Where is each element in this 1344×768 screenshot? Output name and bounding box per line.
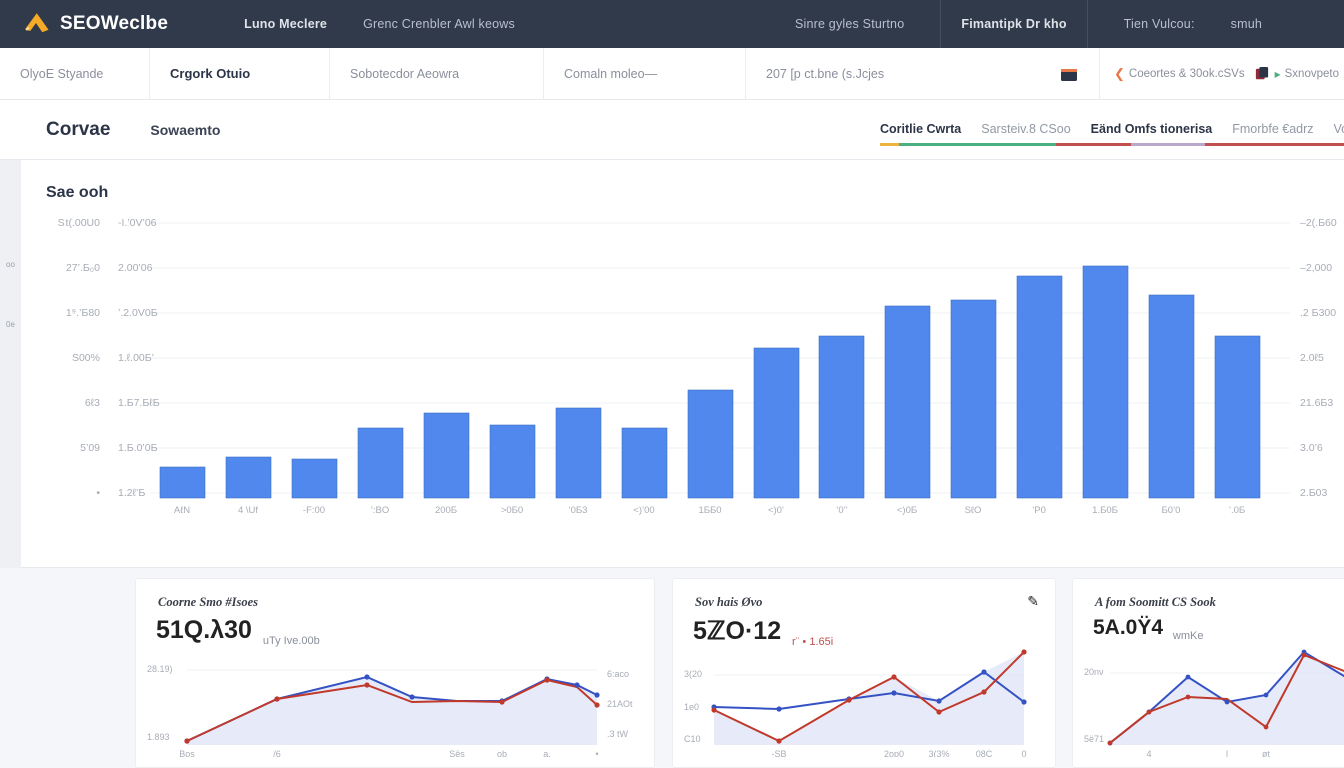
svg-text:Sës: Sës: [449, 749, 465, 757]
svg-text:’P0: ’P0: [1032, 505, 1046, 516]
svg-text:S t(.00U0: S t(.00U0: [58, 217, 100, 229]
svg-text:2.0ℓ5: 2.0ℓ5: [1300, 352, 1324, 364]
svg-text:<)0Ƃ: <)0Ƃ: [897, 505, 917, 516]
svg-text:<)0’: <)0’: [768, 505, 784, 516]
svg-text:1.Ƃ7.ƂℓƂ: 1.Ƃ7.ƂℓƂ: [118, 397, 160, 409]
svg-text:–2,000: –2,000: [1300, 262, 1332, 274]
svg-text:08C: 08C: [976, 749, 993, 757]
svg-text:–2(.Ƃ60: –2(.Ƃ60: [1300, 217, 1337, 229]
svg-text:2.00’06: 2.00’06: [118, 262, 153, 274]
svg-text:’.2.0V0Ƃ: ’.2.0V0Ƃ: [118, 307, 158, 319]
svg-text:C10: C10: [684, 734, 701, 744]
svg-text:/6: /6: [273, 749, 281, 757]
svg-text:-I.’0V’06: -I.’0V’06: [118, 217, 157, 229]
svg-text:27’.Ƃ₀0: 27’.Ƃ₀0: [66, 262, 100, 274]
svg-text:•: •: [96, 487, 100, 499]
svg-text:28.19): 28.19): [147, 664, 173, 674]
svg-text:1.893: 1.893: [147, 732, 170, 742]
svg-text:3(3%: 3(3%: [928, 749, 949, 757]
svg-text:3.0’6: 3.0’6: [1300, 442, 1323, 454]
svg-text:1.Ƃ0Ƃ: 1.Ƃ0Ƃ: [1092, 505, 1118, 516]
svg-text:6ℓ3: 6ℓ3: [85, 397, 100, 409]
svg-text:6:aco: 6:aco: [607, 669, 629, 679]
svg-text:>0Ƃ0: >0Ƃ0: [501, 505, 523, 516]
svg-text:l: l: [1226, 749, 1228, 757]
svg-text:3(20: 3(20: [684, 669, 702, 679]
svg-text:’:BO: ’:BO: [371, 505, 389, 516]
svg-text:-F:00: -F:00: [303, 505, 325, 516]
svg-text:’0’’: ’0’’: [836, 505, 847, 516]
svg-text:1.ℓ.00Ƃ’: 1.ℓ.00Ƃ’: [118, 352, 154, 364]
svg-text:AℓN: AℓN: [174, 505, 190, 516]
svg-text:21AOt: 21AOt: [607, 699, 633, 709]
svg-text:S00%: S00%: [72, 352, 100, 364]
svg-text:•: •: [595, 749, 598, 757]
svg-text:5’09: 5’09: [80, 442, 100, 454]
svg-text:4: 4: [1146, 749, 1151, 757]
svg-text:1.2ℓ’Ƃ: 1.2ℓ’Ƃ: [118, 487, 145, 499]
svg-text:5ë71: 5ë71: [1084, 734, 1104, 744]
svg-text:.3 tW: .3 tW: [607, 729, 629, 739]
svg-text:2op0: 2op0: [884, 749, 904, 757]
svg-text:1.Ƃ.0’0Ƃ: 1.Ƃ.0’0Ƃ: [118, 442, 158, 454]
svg-text:Ƃ0’0: Ƃ0’0: [1162, 505, 1181, 516]
svg-text:21.6Ƃ3: 21.6Ƃ3: [1300, 397, 1333, 409]
svg-text:1e0: 1e0: [684, 702, 699, 712]
svg-text:20nν: 20nν: [1084, 667, 1104, 677]
svg-text:2.Ƃ03: 2.Ƃ03: [1300, 487, 1327, 499]
svg-text:’0Ƃ3: ’0Ƃ3: [569, 505, 588, 516]
svg-text:ob: ob: [497, 749, 507, 757]
svg-text:0: 0: [1021, 749, 1026, 757]
svg-text:200Ƃ: 200Ƃ: [435, 505, 457, 516]
svg-text:4 \Uf: 4 \Uf: [238, 505, 258, 516]
svg-text:a,: a,: [543, 749, 551, 757]
svg-text:SℓO: SℓO: [965, 505, 982, 516]
svg-text:1ƂƂ0: 1ƂƂ0: [698, 505, 721, 516]
svg-text:Bos: Bos: [179, 749, 195, 757]
svg-text:’.0Ƃ: ’.0Ƃ: [1229, 505, 1245, 516]
svg-text:-SB: -SB: [771, 749, 786, 757]
svg-text:.2 Ƃ300: .2 Ƃ300: [1300, 307, 1336, 319]
svg-text:<)’00: <)’00: [633, 505, 654, 516]
svg-text:1⁹.’Ƃ80: 1⁹.’Ƃ80: [66, 307, 100, 319]
svg-text:øt: øt: [1262, 749, 1270, 757]
